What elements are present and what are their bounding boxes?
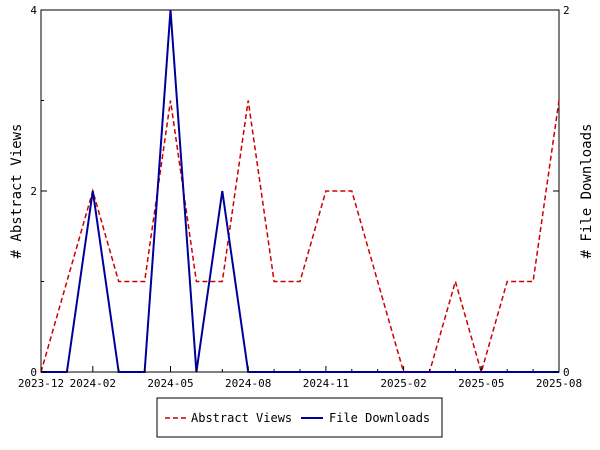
series-line-abstract-views (40, 100, 560, 375)
x-tick-label: 2023-12 (18, 377, 64, 390)
x-tick-label: 2025-08 (536, 377, 582, 390)
series-layer (40, 9, 560, 375)
left-y-tick-label: 4 (30, 4, 37, 17)
right-y-axis-title: # File Downloads (579, 124, 595, 259)
legend-box (156, 397, 443, 438)
left-y-axis-ticks: 0 2 4 (30, 4, 47, 379)
right-y-tick-label: 2 (563, 4, 570, 17)
x-axis-ticks: 2023-12 2024-02 2024-05 2024-08 2024-11 2025-… (18, 366, 582, 390)
left-y-axis-title: # Abstract Views (9, 124, 25, 259)
plot-frame (40, 9, 560, 373)
x-tick-label: 2024-08 (225, 377, 271, 390)
series-line-file-downloads (41, 9, 559, 373)
x-tick-label: 2025-02 (380, 377, 426, 390)
x-tick-label: 2025-05 (458, 377, 504, 390)
right-y-tick-label: 0 (563, 366, 570, 379)
right-y-axis-ticks: 02 (553, 4, 570, 379)
x-tick-label: 2024-05 (147, 377, 193, 390)
left-y-tick-label: 2 (30, 185, 37, 198)
legend-label-abstract-views: Abstract Views (191, 411, 292, 425)
legend-label-file-downloads: File Downloads (329, 411, 430, 425)
x-tick-label: 2024-11 (303, 377, 349, 390)
x-tick-label: 2024-02 (70, 377, 116, 390)
legend: Abstract Views File Downloads (156, 397, 443, 438)
left-y-tick-label: 0 (30, 366, 37, 379)
